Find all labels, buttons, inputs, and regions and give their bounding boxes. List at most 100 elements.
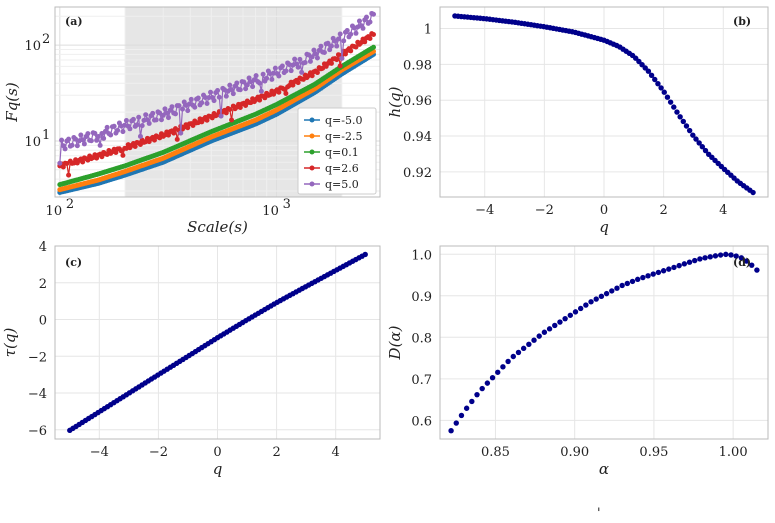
y-tick-label: 1.0 xyxy=(411,248,432,263)
data-point xyxy=(692,257,698,264)
data-point xyxy=(229,87,235,93)
data-point xyxy=(683,123,690,129)
y-tick-label: 0.98 xyxy=(403,58,432,73)
legend-entry: q=-2.5 xyxy=(325,130,362,143)
data-point xyxy=(328,60,334,66)
data-point xyxy=(749,262,755,268)
data-point xyxy=(367,36,373,42)
series-q=2.6 xyxy=(57,31,377,178)
data-point xyxy=(302,60,308,66)
data-point xyxy=(59,137,65,143)
data-point xyxy=(211,98,217,104)
data-point xyxy=(362,39,368,45)
legend-marker xyxy=(309,133,315,139)
data-point xyxy=(681,261,688,267)
x-tick-exp: 2 xyxy=(66,197,74,212)
data-point xyxy=(178,130,184,136)
data-point xyxy=(288,68,294,74)
data-point xyxy=(360,25,366,31)
data-point xyxy=(469,398,475,405)
data-point xyxy=(655,80,661,87)
data-point xyxy=(702,147,709,154)
data-point xyxy=(171,130,177,136)
data-point xyxy=(130,116,136,122)
data-point xyxy=(127,126,133,132)
data-point xyxy=(353,30,359,36)
legend-marker xyxy=(309,181,315,187)
data-point xyxy=(78,132,84,138)
data-point xyxy=(153,117,159,123)
data-point xyxy=(693,136,699,142)
data-point xyxy=(295,80,301,86)
y-tick-label: 0 xyxy=(39,314,47,329)
data-point xyxy=(640,274,646,281)
data-point xyxy=(334,57,340,63)
x-tick-label: −4 xyxy=(475,203,494,218)
panel-d: 0.85 0.90 0.95 1.00 0.6 0.7 0.8 0.9 1.0 α D(α) (d) xyxy=(386,245,769,478)
data-point xyxy=(479,385,485,392)
data-point xyxy=(344,27,350,33)
data-point xyxy=(309,73,315,79)
legend-entry: q=0.1 xyxy=(325,146,359,159)
data-point xyxy=(676,262,682,269)
data-point xyxy=(313,51,319,57)
y-tick-label: 0.92 xyxy=(403,166,432,181)
data-point xyxy=(208,89,214,95)
data-point xyxy=(234,80,240,86)
y-axis-label: h(q) xyxy=(386,86,404,117)
data-point xyxy=(339,55,345,61)
data-point xyxy=(314,55,320,61)
data-point xyxy=(614,285,620,291)
data-point xyxy=(216,94,222,100)
data-point xyxy=(269,76,275,82)
data-point xyxy=(348,31,354,37)
data-point xyxy=(557,319,563,325)
data-point xyxy=(62,146,68,152)
data-point xyxy=(645,273,651,279)
data-point xyxy=(97,142,103,148)
data-point xyxy=(297,56,303,62)
legend: q=-5.0 q=-2.5 q=0.1 q=2.6 q=5.0 xyxy=(297,107,377,195)
y-tick-label: 0.96 xyxy=(403,94,432,109)
data-point xyxy=(311,47,317,53)
data-point xyxy=(702,255,708,261)
data-point xyxy=(115,127,121,133)
x-tick-label: −2 xyxy=(149,445,168,460)
data-point xyxy=(253,73,259,79)
data-point xyxy=(188,96,194,102)
data-point xyxy=(754,267,760,273)
data-point xyxy=(367,19,373,25)
data-point xyxy=(165,115,171,121)
x-tick-label: 1.00 xyxy=(719,445,748,460)
data-point xyxy=(356,18,362,24)
data-point xyxy=(335,36,341,42)
data-point xyxy=(341,38,347,44)
x-tick-label: 10 xyxy=(262,204,279,219)
y-axis-label: D(α) xyxy=(386,325,404,360)
data-point xyxy=(634,276,641,283)
data-point xyxy=(244,82,250,88)
data-point xyxy=(660,268,667,274)
data-point xyxy=(80,159,86,165)
data-point xyxy=(223,110,229,116)
data-point xyxy=(64,161,70,167)
data-point xyxy=(174,136,180,142)
data-point xyxy=(276,89,282,95)
data-point xyxy=(572,309,579,315)
data-point xyxy=(299,69,305,75)
y-tick-label: 0.6 xyxy=(411,414,432,429)
data-point xyxy=(489,375,496,381)
data-point xyxy=(629,278,636,285)
x-tick-exp: 3 xyxy=(283,197,291,212)
data-point xyxy=(230,91,236,97)
data-point xyxy=(531,337,537,343)
legend-entry: q=5.0 xyxy=(325,178,359,191)
data-point xyxy=(202,95,208,101)
data-point xyxy=(567,312,574,318)
data-point xyxy=(650,271,656,277)
data-point xyxy=(458,412,465,419)
data-point xyxy=(680,118,687,125)
data-point xyxy=(536,333,542,339)
x-tick-label: 0.95 xyxy=(639,445,668,460)
